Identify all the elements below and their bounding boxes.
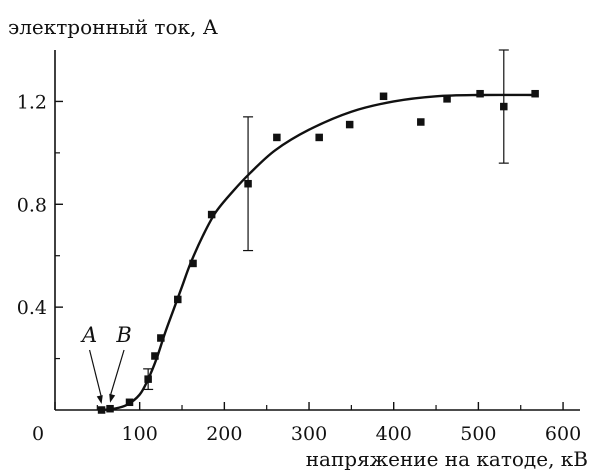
ticks: 0 100 200 300 400 500 600 0.4 0.8 1.2 bbox=[17, 91, 581, 445]
annotation-label: B bbox=[115, 323, 131, 347]
x-axis-title: напряжение на катоде, кВ bbox=[306, 447, 588, 471]
data-point bbox=[97, 406, 106, 414]
axes bbox=[54, 50, 580, 411]
data-point bbox=[531, 89, 539, 98]
data-point bbox=[273, 133, 281, 142]
data-point bbox=[151, 352, 159, 360]
data-point bbox=[443, 95, 451, 103]
y-axis-title: электронный ток, А bbox=[8, 15, 218, 39]
x-tick-label: 600 bbox=[545, 423, 581, 445]
data-point bbox=[207, 210, 216, 219]
data-point bbox=[379, 92, 388, 101]
x-tick-label: 0 bbox=[32, 423, 44, 445]
x-tick-label: 500 bbox=[460, 423, 496, 445]
error-bars bbox=[143, 49, 509, 391]
annotation-arrow bbox=[109, 349, 125, 397]
y-tick-label: 0.4 bbox=[17, 297, 47, 319]
data-point bbox=[174, 295, 182, 304]
data-point bbox=[315, 133, 323, 142]
x-tick-label: 300 bbox=[291, 423, 327, 445]
data-point bbox=[345, 120, 354, 129]
data-point bbox=[144, 375, 152, 383]
x-tick-label: 400 bbox=[376, 423, 412, 445]
annotation-arrowhead bbox=[96, 395, 103, 404]
annotation-label: A bbox=[80, 323, 97, 347]
data-point bbox=[500, 102, 508, 111]
data-points bbox=[97, 89, 539, 414]
x-tick-label: 200 bbox=[206, 423, 242, 445]
data-point bbox=[417, 118, 425, 126]
annotation-arrowhead bbox=[109, 393, 116, 403]
data-point bbox=[106, 404, 114, 413]
x-tick-label: 100 bbox=[122, 423, 158, 445]
fit-curve bbox=[101, 93, 538, 412]
data-point bbox=[244, 179, 252, 188]
data-point bbox=[189, 259, 197, 268]
data-point bbox=[476, 89, 484, 98]
annotation-arrow bbox=[88, 349, 103, 399]
y-tick-label: 0.8 bbox=[17, 194, 47, 216]
fit-curve-group bbox=[101, 93, 538, 412]
data-point bbox=[125, 398, 134, 407]
y-tick-label: 1.2 bbox=[17, 91, 47, 113]
data-point bbox=[157, 334, 165, 342]
